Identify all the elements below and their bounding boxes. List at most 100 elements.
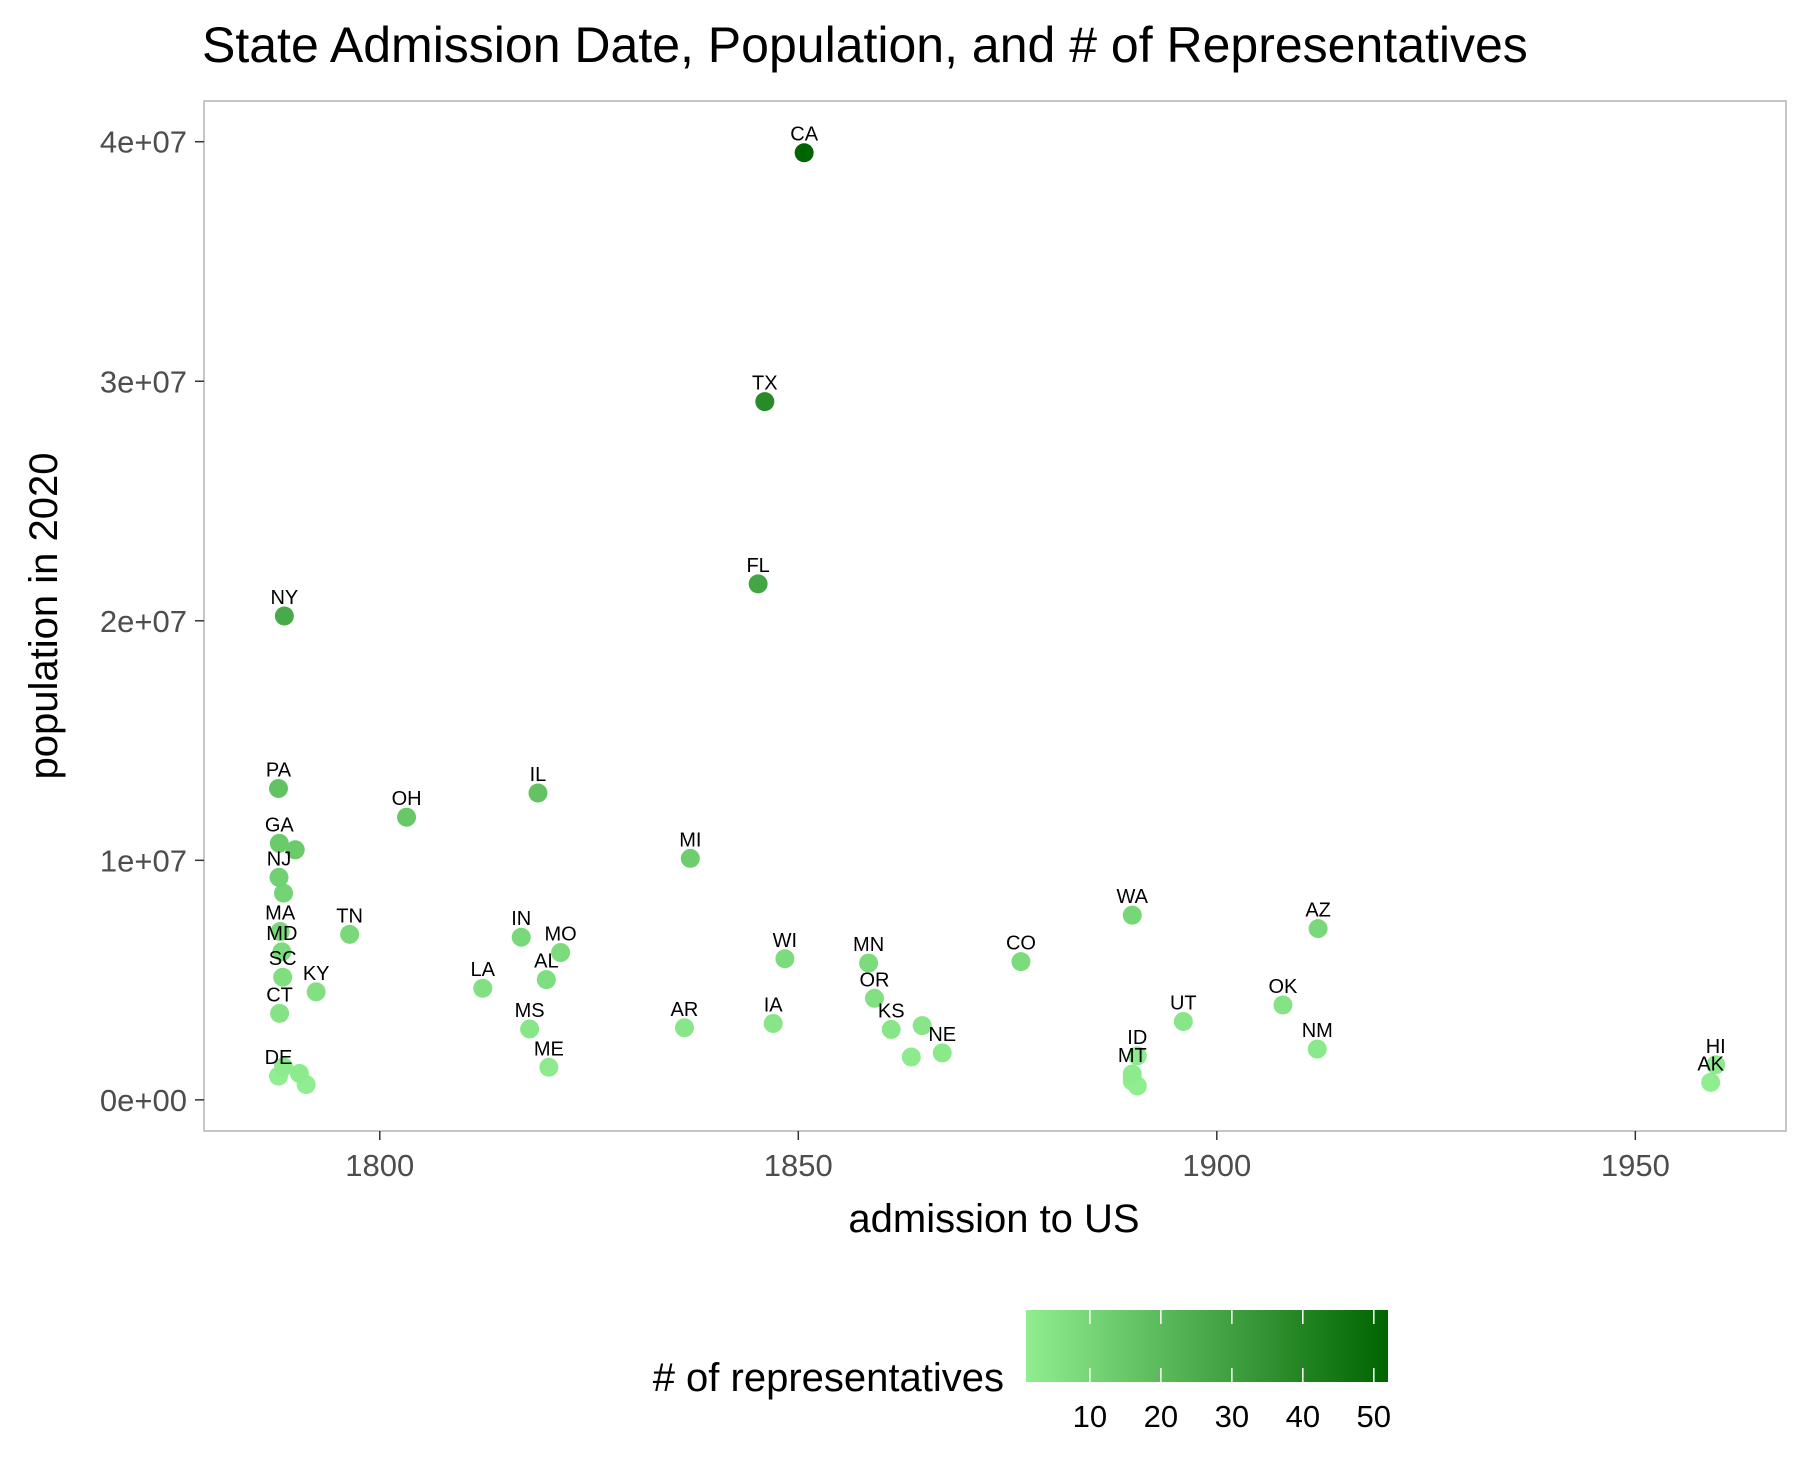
data-point <box>680 848 700 868</box>
legend-tick-label: 40 <box>1286 1399 1320 1434</box>
y-tick-label: 1e+07 <box>100 843 187 878</box>
data-point <box>1122 1064 1142 1084</box>
point-label: OK <box>1268 976 1298 998</box>
data-point <box>269 833 289 853</box>
y-tick-label: 2e+07 <box>100 604 187 639</box>
data-point <box>270 921 290 941</box>
point-label: AL <box>534 951 558 973</box>
data-point <box>536 970 556 990</box>
data-point <box>1173 1012 1193 1032</box>
point-label: SC <box>269 948 297 970</box>
point-label: HI <box>1706 1036 1726 1058</box>
point-label: MI <box>679 829 701 851</box>
point-label: TN <box>336 905 363 927</box>
point-label: NJ <box>267 848 291 870</box>
point-label: KS <box>878 1000 905 1022</box>
legend-colorbar <box>1026 1310 1388 1382</box>
y-tick-label: 3e+07 <box>100 364 187 399</box>
data-point <box>1308 919 1328 939</box>
point-label: OR <box>859 969 889 991</box>
data-point <box>520 1019 540 1039</box>
x-axis-title: admission to US <box>848 1197 1139 1241</box>
point-label: NM <box>1302 1020 1333 1042</box>
point-label: MO <box>544 924 576 946</box>
data-point <box>511 927 531 947</box>
data-point <box>270 1003 290 1023</box>
data-point <box>1307 1039 1327 1059</box>
point-label: LA <box>470 959 495 981</box>
data-point <box>528 783 548 803</box>
data-point <box>1122 905 1142 925</box>
data-point <box>748 574 768 594</box>
point-label: MD <box>266 923 297 945</box>
data-point <box>912 1016 932 1036</box>
point-label: MA <box>265 902 296 924</box>
data-point <box>285 840 305 860</box>
y-tick-label: 0e+00 <box>100 1083 187 1118</box>
y-axis-title: population in 2020 <box>22 453 66 780</box>
legend-ticks: 10 20 30 40 50 <box>1073 1310 1391 1434</box>
x-tick-label: 1800 <box>345 1148 414 1183</box>
point-label: TX <box>752 373 778 395</box>
data-point <box>1273 995 1293 1015</box>
data-point <box>274 1057 294 1077</box>
legend-tick-label: 20 <box>1144 1399 1178 1434</box>
data-point <box>273 967 293 987</box>
data-point <box>473 978 493 998</box>
point-label: CO <box>1006 933 1036 955</box>
x-tick-label: 1900 <box>1182 1148 1251 1183</box>
chart-title: State Admission Date, Population, and # … <box>202 17 1528 73</box>
x-axis: 1800 1850 1900 1950 <box>345 1131 1670 1183</box>
point-label: MN <box>853 934 884 956</box>
data-point <box>1011 952 1031 972</box>
data-point <box>340 924 360 944</box>
point-label: NE <box>928 1024 956 1046</box>
point-label: FL <box>746 555 769 577</box>
legend-title: # of representatives <box>653 1356 1004 1400</box>
point-label: CA <box>790 124 818 146</box>
data-point <box>269 867 289 887</box>
point-label: IN <box>511 908 531 930</box>
point-label: NY <box>270 587 298 609</box>
point-label: MT <box>1118 1045 1147 1067</box>
point-label: PA <box>266 759 292 781</box>
data-point <box>763 1013 783 1033</box>
legend-tick-label: 30 <box>1215 1399 1249 1434</box>
point-label: WA <box>1117 886 1149 908</box>
data-point <box>859 953 879 973</box>
point-label: MS <box>515 1000 545 1022</box>
data-point <box>274 606 294 626</box>
data-point <box>901 1047 921 1067</box>
legend-tick-label: 50 <box>1357 1399 1391 1434</box>
point-label: GA <box>265 814 295 836</box>
data-point <box>775 949 795 969</box>
point-label: UT <box>1170 993 1197 1015</box>
data-point <box>1127 1046 1147 1066</box>
data-point <box>674 1018 694 1038</box>
point-label: IA <box>764 994 784 1016</box>
point-label: AR <box>671 999 699 1021</box>
point-label: ID <box>1127 1027 1147 1049</box>
data-point <box>397 807 417 827</box>
data-point <box>272 942 292 962</box>
data-point <box>1701 1072 1721 1092</box>
x-tick-label: 1850 <box>764 1148 833 1183</box>
data-point <box>864 988 884 1008</box>
point-label: AK <box>1697 1053 1724 1075</box>
data-point <box>755 392 775 412</box>
y-axis: 0e+00 1e+07 2e+07 3e+07 4e+07 <box>100 125 204 1118</box>
x-tick-label: 1950 <box>1601 1148 1670 1183</box>
legend-tick-label: 10 <box>1073 1399 1107 1434</box>
data-points <box>268 143 1726 1096</box>
data-point <box>794 143 814 163</box>
point-label: AZ <box>1305 900 1331 922</box>
point-label: CT <box>266 984 293 1006</box>
point-label: ME <box>534 1038 564 1060</box>
data-point <box>274 883 294 903</box>
data-point <box>932 1043 952 1063</box>
data-point <box>881 1019 901 1039</box>
point-label: DE <box>265 1047 293 1069</box>
point-label: WI <box>773 930 797 952</box>
